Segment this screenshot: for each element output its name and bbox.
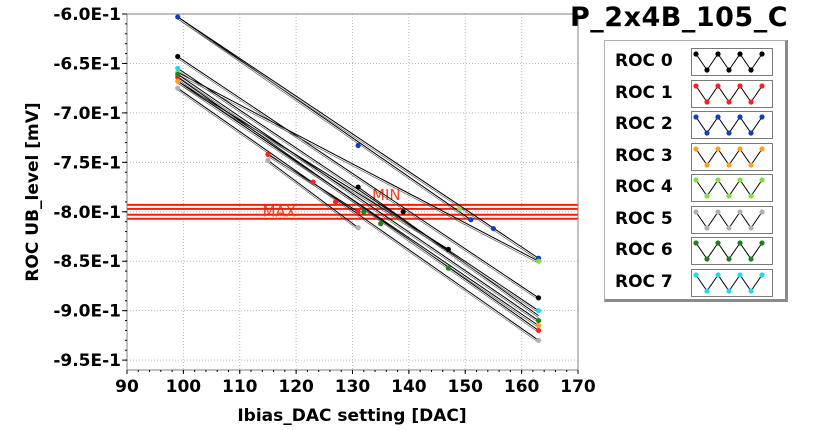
- chart-title: P_2x4B_105_C: [570, 2, 789, 33]
- legend-label: ROC 0: [615, 51, 673, 71]
- data-point-roc-2: [355, 142, 361, 149]
- y-tick-label: -9.0E-1: [53, 302, 121, 322]
- legend-item-roc-4: ROC 4: [605, 171, 785, 203]
- data-point-roc-4: [457, 206, 463, 212]
- series-line-shadow-roc-5: [177, 89, 539, 343]
- data-point-roc-5: [265, 157, 271, 163]
- data-point-roc-0: [355, 184, 361, 190]
- data-point-roc-1: [310, 179, 316, 185]
- legend-swatch: [691, 142, 773, 171]
- data-point-roc-6: [535, 317, 542, 324]
- data-point-roc-0: [175, 53, 181, 60]
- series-line-shadow-roc-0: [357, 188, 539, 318]
- data-point-roc-0: [535, 295, 542, 301]
- x-tick-label: 110: [222, 377, 258, 397]
- series-line-shadow-roc-3: [177, 82, 539, 328]
- legend-label: ROC 1: [615, 82, 673, 103]
- legend-item-roc-3: ROC 3: [605, 140, 785, 172]
- data-point-roc-1: [332, 199, 339, 205]
- data-point-roc-2: [468, 217, 474, 223]
- series-line-roc-3: [177, 80, 539, 326]
- legend-item-roc-2: ROC 2: [605, 108, 785, 140]
- threshold-label-max: MAX: [262, 203, 295, 221]
- legend-label: ROC 3: [615, 145, 673, 166]
- x-tick-label: 150: [448, 377, 484, 397]
- legend-label: ROC 5: [615, 208, 673, 229]
- series-line-roc-0: [177, 56, 539, 299]
- legend-label: ROC 6: [615, 240, 673, 260]
- series-lines: [177, 16, 539, 343]
- data-point-roc-1: [265, 151, 271, 158]
- legend-label: ROC 2: [615, 114, 673, 134]
- legend-item-roc-0: ROC 0: [605, 45, 785, 77]
- series-line-roc-2: [177, 16, 539, 259]
- legend-item-roc-5: ROC 5: [605, 203, 785, 235]
- x-tick-label: 100: [166, 377, 202, 397]
- series-line-shadow-roc-5: [267, 162, 359, 230]
- series-line-shadow-roc-4: [177, 74, 539, 264]
- y-tick-label: -7.0E-1: [53, 104, 121, 124]
- data-point-roc-6: [361, 209, 367, 215]
- x-tick-label: 90: [115, 377, 139, 397]
- y-tick-label: -6.5E-1: [53, 54, 121, 74]
- legend-label: ROC 7: [615, 271, 673, 292]
- data-point-roc-3: [535, 322, 542, 329]
- legend-label: ROC 4: [615, 177, 673, 197]
- x-tick-label: 120: [278, 377, 314, 397]
- legend-item-roc-1: ROC 1: [605, 77, 785, 109]
- data-point-roc-3: [175, 78, 181, 84]
- x-tick-label: 170: [560, 377, 596, 397]
- data-point-roc-5: [355, 225, 361, 231]
- data-point-roc-7: [535, 308, 542, 314]
- data-point-roc-1: [535, 327, 542, 334]
- series-line-roc-6: [177, 73, 539, 321]
- series-line-shadow-roc-0: [177, 18, 472, 222]
- data-point-roc-6: [378, 221, 384, 227]
- data-point-roc-6: [445, 265, 451, 271]
- data-point-roc-0: [445, 246, 451, 252]
- legend: ROC 0 ROC 1 ROC 2 ROC 3 ROC 4 ROC 5 ROC 6 ROC 7: [604, 40, 788, 302]
- series-line-roc-4: [177, 71, 539, 262]
- x-tick-label: 160: [504, 377, 540, 397]
- data-point-roc-7: [175, 65, 181, 71]
- data-point-roc-1: [355, 209, 361, 215]
- series-line-shadow-roc-7: [177, 70, 539, 313]
- y-tick-label: -8.0E-1: [53, 203, 121, 223]
- series-points: [175, 14, 542, 343]
- legend-swatch: [691, 237, 773, 265]
- data-point-roc-2: [490, 225, 497, 232]
- x-tick-label: 130: [335, 377, 371, 397]
- threshold-label-min: MIN: [372, 186, 401, 204]
- series-line-shadow-roc-6: [177, 76, 539, 323]
- data-point-roc-0: [400, 209, 406, 215]
- legend-swatch: [691, 205, 773, 234]
- y-tick-label: -6.0E-1: [53, 5, 121, 25]
- threshold-lines: MAX MIN: [127, 186, 578, 221]
- legend-swatch: [691, 174, 773, 202]
- legend-swatch: [691, 48, 773, 76]
- y-axis-label: ROC UB_level [mV]: [23, 102, 43, 281]
- legend-item-roc-7: ROC 7: [605, 266, 785, 298]
- data-point-roc-6: [175, 71, 181, 77]
- series-line-roc-5: [267, 159, 359, 229]
- data-point-roc-5: [535, 337, 542, 343]
- y-tick-label: -7.5E-1: [53, 153, 121, 173]
- x-axis-label: Ibias_DAC setting [DAC]: [237, 406, 466, 426]
- data-point-roc-4: [535, 258, 542, 264]
- series-line-shadow-roc-0: [177, 58, 539, 301]
- y-tick-label: -8.5E-1: [53, 252, 121, 272]
- legend-swatch: [691, 111, 773, 139]
- axes: 90 100 110 120 130 140 150 160 170 -6.0E-1 -6.5E-1…: [53, 5, 596, 397]
- series-line-roc-0: [177, 16, 472, 221]
- legend-item-roc-6: ROC 6: [605, 234, 785, 266]
- data-point-roc-5: [175, 85, 181, 91]
- legend-swatch: [691, 79, 773, 108]
- x-tick-label: 140: [391, 377, 427, 397]
- y-tick-label: -9.5E-1: [53, 351, 121, 371]
- series-line-shadow-roc-2: [177, 18, 539, 261]
- data-point-roc-2: [175, 14, 181, 20]
- legend-swatch: [691, 268, 773, 297]
- series-line-shadow-roc-1: [177, 79, 539, 333]
